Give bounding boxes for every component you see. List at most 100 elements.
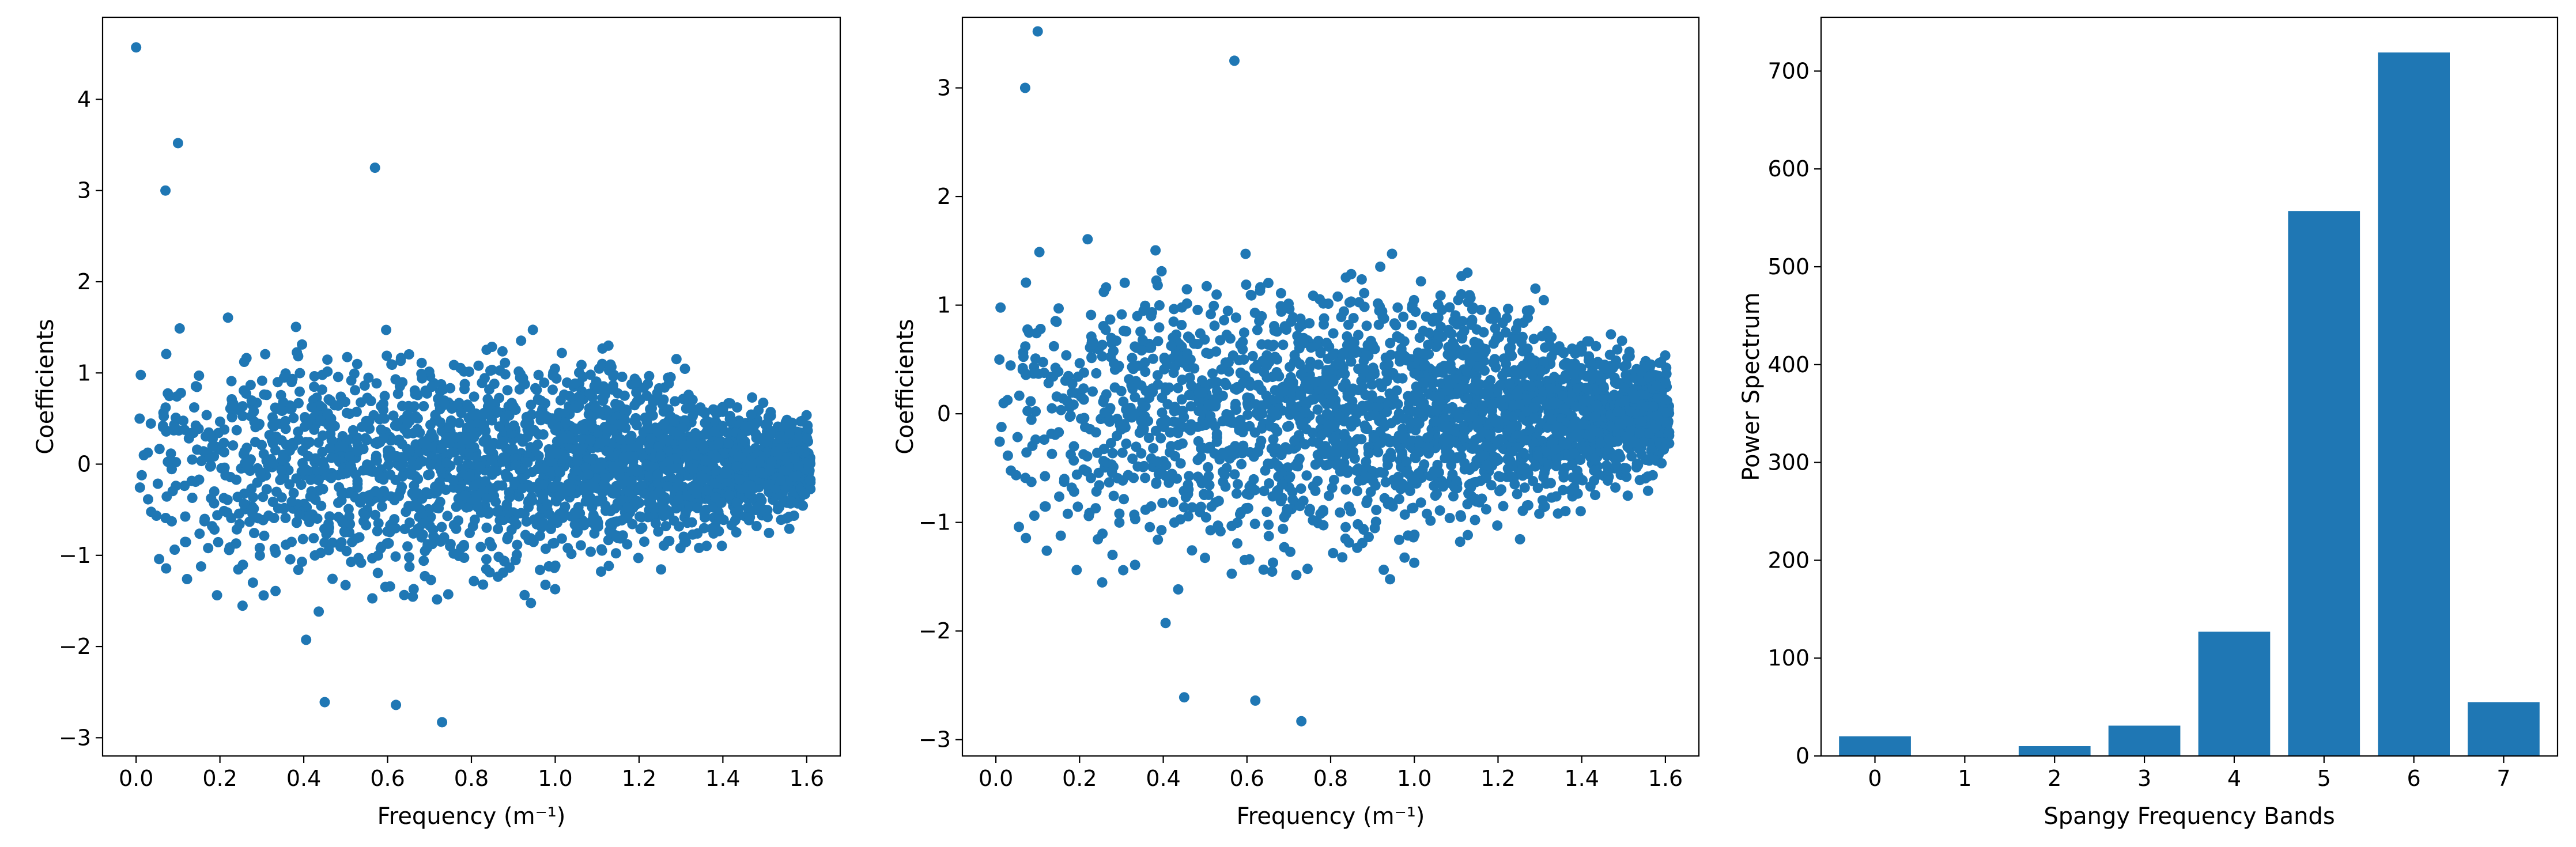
data-point (336, 537, 347, 548)
data-point (174, 323, 185, 334)
data-point (504, 562, 515, 573)
data-point (425, 460, 436, 470)
data-point (1269, 321, 1279, 331)
data-point (1201, 281, 1212, 292)
data-point (433, 503, 444, 514)
data-point (1519, 482, 1530, 493)
data-point (160, 513, 171, 523)
data-point (572, 403, 583, 414)
data-point (535, 565, 545, 576)
data-point (1291, 569, 1302, 580)
data-point (1340, 534, 1351, 544)
data-point (318, 430, 328, 441)
data-point (340, 580, 351, 591)
y-tick-label: 4 (77, 86, 91, 112)
data-point (1211, 429, 1222, 439)
data-point (1529, 413, 1540, 424)
data-point (1104, 477, 1115, 488)
data-point (558, 433, 569, 444)
data-point (154, 444, 165, 455)
data-point (1572, 383, 1583, 394)
data-point (222, 312, 233, 323)
data-point (643, 460, 654, 471)
data-point (1435, 290, 1446, 301)
data-point (1261, 360, 1272, 371)
data-point (1267, 491, 1278, 502)
x-tick-label: 0.2 (202, 766, 237, 791)
data-point (249, 417, 260, 427)
data-point (590, 402, 600, 413)
data-point (790, 471, 800, 482)
data-point (670, 463, 681, 474)
data-point (532, 439, 543, 450)
data-point (1132, 311, 1143, 322)
data-point (196, 456, 207, 467)
data-point (227, 400, 238, 411)
data-point (662, 481, 673, 491)
data-point (519, 589, 530, 600)
data-point (804, 475, 815, 486)
data-point (527, 324, 538, 335)
data-point (1200, 553, 1210, 564)
data-point (293, 565, 304, 575)
data-point (1098, 321, 1109, 331)
data-point (346, 375, 357, 386)
data-point (587, 422, 598, 433)
data-point (1651, 380, 1662, 391)
data-point (254, 543, 265, 553)
data-point (291, 473, 302, 484)
data-point (408, 528, 419, 539)
data-point (1051, 391, 1062, 402)
data-point (633, 553, 644, 564)
data-point (1321, 338, 1332, 349)
data-point (275, 390, 286, 400)
data-point (472, 502, 483, 513)
data-point (285, 554, 296, 565)
data-point (432, 594, 443, 605)
data-point (1181, 284, 1192, 295)
data-point (724, 490, 735, 501)
data-point (1240, 248, 1251, 259)
data-point (1180, 491, 1191, 502)
data-point (1041, 545, 1052, 556)
data-point (1168, 497, 1179, 508)
data-point (731, 461, 742, 472)
data-point (1615, 452, 1626, 463)
data-point (1489, 313, 1499, 324)
data-point (1183, 511, 1193, 521)
data-point (741, 421, 751, 432)
data-point (549, 538, 560, 549)
data-point (766, 457, 777, 468)
data-point (445, 383, 456, 394)
data-point (1257, 400, 1268, 411)
data-point (1136, 448, 1147, 459)
data-point (540, 543, 551, 554)
data-point (1310, 485, 1321, 496)
data-point (384, 527, 395, 538)
data-point (293, 398, 304, 409)
data-point (710, 492, 721, 503)
data-point (1213, 496, 1224, 506)
data-point (373, 550, 383, 561)
data-point (1523, 468, 1533, 479)
x-axis-label: Frequency (m⁻¹) (377, 803, 566, 830)
data-point (234, 519, 245, 530)
data-point (747, 392, 758, 403)
data-point (279, 502, 290, 513)
data-point (383, 538, 393, 549)
data-point (1268, 557, 1278, 568)
data-point (451, 523, 462, 534)
data-point (602, 423, 613, 434)
data-point (629, 400, 640, 411)
data-point (1275, 288, 1286, 298)
data-point (402, 541, 413, 552)
data-point (617, 530, 628, 541)
data-point (309, 381, 320, 392)
data-point (315, 547, 326, 558)
data-point (754, 456, 765, 467)
data-point (469, 391, 479, 402)
data-point (1134, 428, 1145, 438)
data-point (1047, 403, 1057, 414)
data-point (801, 410, 812, 421)
data-point (1399, 509, 1410, 520)
